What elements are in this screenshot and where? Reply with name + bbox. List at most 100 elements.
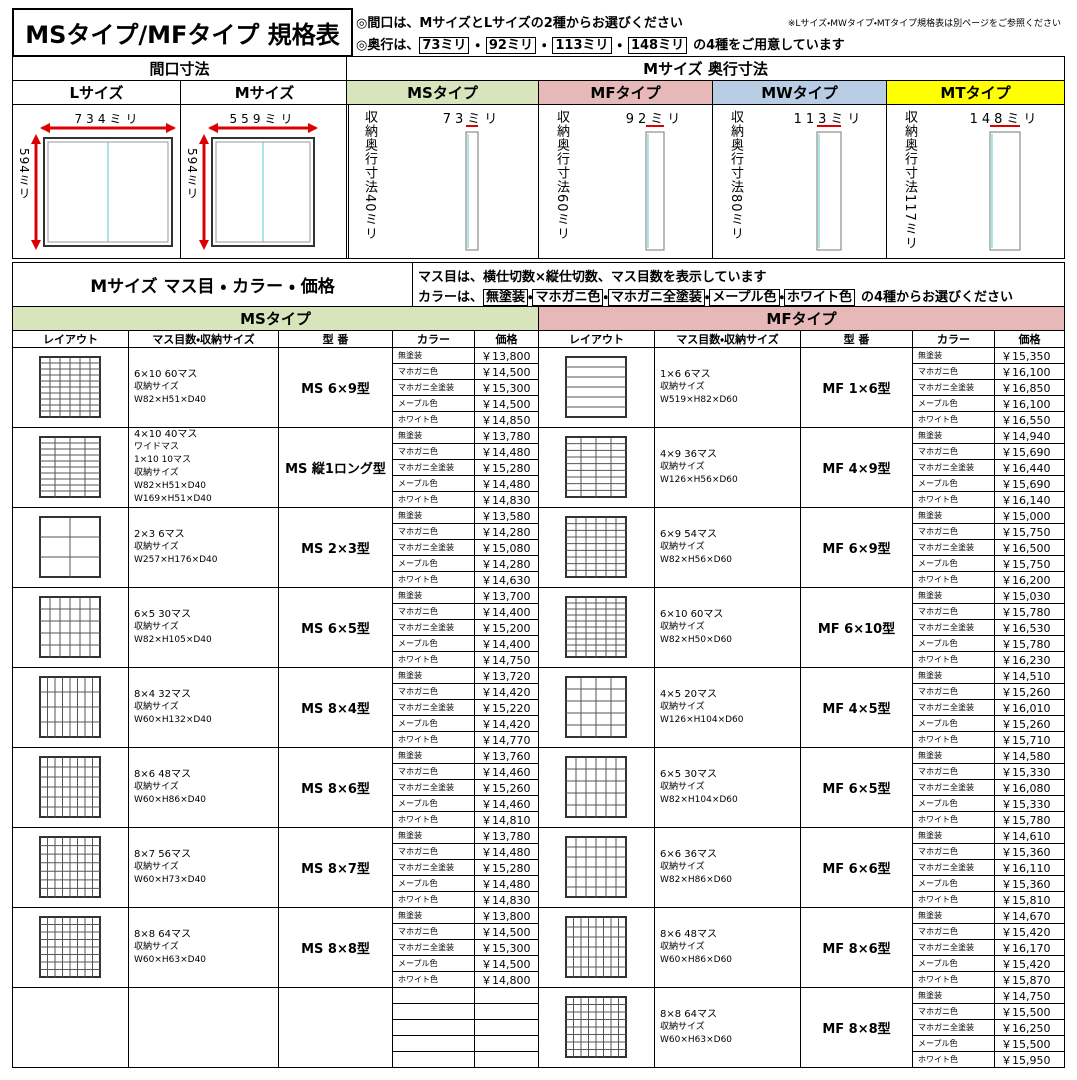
inner xyxy=(47,141,169,243)
color-cell: 無塗装 xyxy=(392,907,475,924)
color-cell: ホワイト色 xyxy=(392,571,475,588)
size-line: 6×9 54マス xyxy=(660,528,718,540)
color-cell: マホガニ全塗装 xyxy=(392,859,475,876)
price-cell: ￥14,420 xyxy=(474,683,539,700)
size-line: 1×6 6マス xyxy=(660,368,711,380)
model-cell: MS 縦1ロング型 xyxy=(278,427,393,508)
price-cell: ￥14,580 xyxy=(994,747,1065,764)
inner xyxy=(215,141,311,243)
color-cell: マホガニ色 xyxy=(912,363,995,380)
price-cell: ￥15,280 xyxy=(474,859,539,876)
separator: ・ xyxy=(704,290,710,305)
size-text: 4×5 20マス 収納サイズ W126×H104×D60 xyxy=(660,671,744,743)
size-text: 6×10 60マス 収納サイズ W82×H51×D40 xyxy=(134,351,206,423)
color-cell: マホガニ色 xyxy=(912,683,995,700)
arrow-head xyxy=(208,123,218,133)
size-line: 2×3 6マス xyxy=(134,528,185,540)
color-cell: 無塗装 xyxy=(912,987,995,1004)
size-line: W60×H73×D40 xyxy=(134,874,207,885)
price-cell xyxy=(474,1035,539,1052)
size-line: 収納サイズ xyxy=(134,861,179,872)
size-line: 収納サイズ xyxy=(660,941,705,952)
color-cell: メープル色 xyxy=(392,475,475,492)
type-name: MWタイプ xyxy=(712,80,887,105)
price-cell: ￥15,780 xyxy=(994,635,1065,652)
size-line: W82×H51×D40 xyxy=(134,481,207,491)
illustration xyxy=(565,836,627,898)
color-cell: マホガニ全塗装 xyxy=(392,459,475,476)
price-cell: ￥14,500 xyxy=(474,363,539,380)
size-text: 6×9 54マス 収納サイズ W82×H56×D60 xyxy=(660,511,732,583)
type-name: MTタイプ xyxy=(886,80,1065,105)
illustration xyxy=(645,125,665,251)
price-cell: ￥14,500 xyxy=(474,955,539,972)
size-text: 6×6 36マス 収納サイズ W82×H86×D60 xyxy=(660,831,732,903)
color-cell: 無塗装 xyxy=(392,507,475,524)
color-cell: マホガニ色 xyxy=(392,603,475,620)
price-cell: ￥15,710 xyxy=(994,731,1065,748)
illustration xyxy=(565,596,627,658)
color-cell xyxy=(392,1035,475,1052)
height-label: 594ミリ xyxy=(17,148,31,200)
size-line: 収納サイズ xyxy=(134,781,179,792)
size-text: 8×6 48マス 収納サイズ W60×H86×D60 xyxy=(660,911,732,983)
color-cell: マホガニ色 xyxy=(912,763,995,780)
price-cell xyxy=(474,1051,539,1068)
arrow-head xyxy=(199,134,209,144)
color-option: マホガニ色 xyxy=(532,289,604,306)
price-cell: ￥14,630 xyxy=(474,571,539,588)
price-cell: ￥15,750 xyxy=(994,555,1065,572)
price-cell: ￥14,480 xyxy=(474,875,539,892)
size-cell xyxy=(128,987,279,1068)
price-cell: ￥15,030 xyxy=(994,587,1065,604)
model-cell: MF 6×9型 xyxy=(800,507,913,588)
size-text: 8×4 32マス 収納サイズ W60×H132×D40 xyxy=(134,671,212,743)
color-cell: メープル色 xyxy=(912,475,995,492)
price-cell: ￥16,850 xyxy=(994,379,1065,396)
size-line: 収納サイズ xyxy=(660,781,705,792)
depth-label: 92ミリ xyxy=(625,112,685,127)
color-cell: マホガニ色 xyxy=(392,843,475,860)
separator: ・ xyxy=(541,38,547,53)
illustration xyxy=(465,125,479,251)
price-cell: ￥16,100 xyxy=(994,395,1065,412)
storage-label: 収納奥行寸法60ミリ xyxy=(554,110,569,241)
color-cell: ホワイト色 xyxy=(912,571,995,588)
illustration xyxy=(565,756,627,818)
size-line: 1×10 10マス xyxy=(134,455,192,465)
price-cell: ￥15,420 xyxy=(994,955,1065,972)
price-cell: ￥15,500 xyxy=(994,1003,1065,1020)
model-cell: MF 6×6型 xyxy=(800,827,913,908)
column-header: カラー xyxy=(912,330,995,348)
color-cell: ホワイト色 xyxy=(912,1051,995,1068)
color-cell: マホガニ色 xyxy=(912,523,995,540)
storage-label: 収納奥行寸法80ミリ xyxy=(728,110,743,241)
section-header: Mサイズ 奥行寸法 xyxy=(346,56,1065,81)
color-cell: メープル色 xyxy=(912,555,995,572)
price-cell: ￥15,690 xyxy=(994,475,1065,492)
color-cell: ホワイト色 xyxy=(392,651,475,668)
section-title: Mサイズ マス目 ・ カラー ・ 価格 xyxy=(12,262,413,307)
color-cell xyxy=(392,1019,475,1036)
size-line: 8×8 64マス xyxy=(134,928,192,940)
model-cell: MS 2×3型 xyxy=(278,507,393,588)
color-option: ホワイト色 xyxy=(783,289,855,306)
size-line: 6×6 36マス xyxy=(660,848,718,860)
color-cell: ホワイト色 xyxy=(392,491,475,508)
model-cell: MF 6×5型 xyxy=(800,747,913,828)
model-cell: MS 8×6型 xyxy=(278,747,393,828)
height-label: 594ミリ xyxy=(185,148,199,200)
color-cell: マホガニ全塗装 xyxy=(392,379,475,396)
price-cell: ￥15,080 xyxy=(474,539,539,556)
color-cell: メープル色 xyxy=(392,795,475,812)
color-cell: マホガニ色 xyxy=(912,603,995,620)
color-cell: マホガニ色 xyxy=(392,523,475,540)
size-line: 8×6 48マス xyxy=(660,928,718,940)
price-cell: ￥16,110 xyxy=(994,859,1065,876)
diagram-cell xyxy=(180,104,349,259)
size-line: ワイドマス xyxy=(134,442,180,452)
price-cell: ￥15,350 xyxy=(994,347,1065,364)
color-cell: メープル色 xyxy=(912,875,995,892)
size-line: W126×H104×D60 xyxy=(660,714,744,725)
price-cell: ￥15,300 xyxy=(474,379,539,396)
